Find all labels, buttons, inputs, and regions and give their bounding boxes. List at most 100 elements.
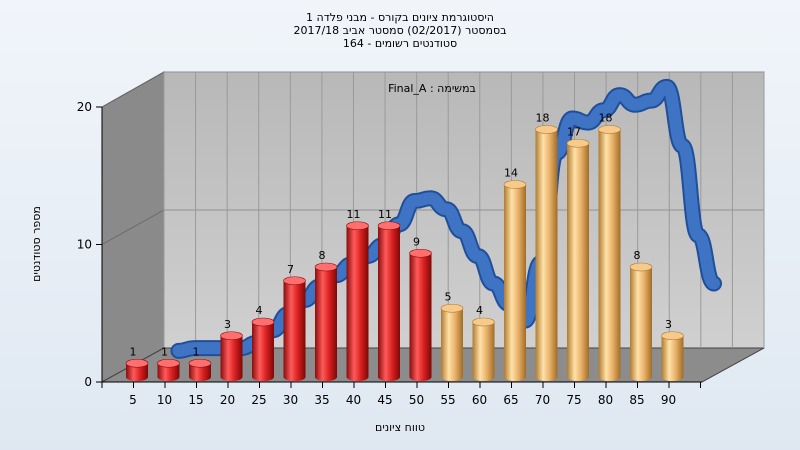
- bar-value-label: 4: [256, 304, 263, 317]
- bar-body: [283, 280, 306, 381]
- bar-value-label: 1: [130, 345, 137, 358]
- bar-value-label: 3: [224, 318, 231, 331]
- bar-value-label: 1: [161, 345, 168, 358]
- bar-value-label: 18: [599, 112, 613, 125]
- bar-value-label: 14: [504, 167, 518, 180]
- bar-body: [567, 143, 589, 381]
- bar-top: [440, 303, 464, 313]
- bar: [157, 358, 180, 381]
- bar: [346, 221, 369, 381]
- bar-top: [188, 358, 212, 368]
- bar-body: [157, 363, 180, 381]
- bar-body: [378, 225, 400, 381]
- x-tick-label: 45: [377, 393, 392, 407]
- bar-body: [661, 335, 684, 381]
- y-tick-label: 20: [77, 100, 92, 114]
- x-tick-label: 50: [409, 393, 424, 407]
- x-tick-label: 40: [346, 393, 361, 407]
- bar: [125, 358, 149, 381]
- bar: [409, 248, 432, 381]
- bar-value-label: 7: [287, 263, 294, 276]
- bar-top: [283, 276, 306, 286]
- x-tick-label: 90: [661, 393, 676, 407]
- bar-top: [314, 262, 338, 272]
- bar-top: [251, 317, 275, 327]
- x-tick-label: 30: [283, 393, 298, 407]
- bar: [629, 262, 653, 381]
- bar-body: [315, 267, 337, 381]
- chart-subtitle-semester: בסמסטר (02/2017) סמסטר אביב 2017/18: [293, 24, 507, 37]
- x-tick-label: 55: [440, 393, 455, 407]
- bars: [125, 125, 684, 381]
- bar-top: [598, 125, 621, 134]
- bar-top: [125, 358, 149, 368]
- bar-top: [566, 138, 590, 148]
- bar-value-label: 8: [634, 249, 641, 262]
- bar: [503, 180, 527, 381]
- x-axis-title: טווח ציונים: [375, 421, 425, 434]
- y-tick-label: 0: [84, 375, 92, 389]
- gridline-side: [101, 71, 165, 108]
- bar-body: [441, 308, 463, 381]
- bar-top: [377, 221, 401, 231]
- bar: [661, 331, 684, 381]
- bar: [314, 262, 338, 381]
- x-tick-label: 15: [188, 393, 203, 407]
- bar-value-label: 1: [193, 345, 200, 358]
- x-tick-label: 10: [157, 393, 172, 407]
- x-tick-label: 35: [314, 393, 329, 407]
- bar-body: [252, 322, 274, 381]
- bar-body: [220, 335, 243, 381]
- bar-value-label: 17: [567, 125, 581, 138]
- bar: [535, 125, 558, 381]
- bar-top: [157, 358, 180, 368]
- x-tick-label: 65: [503, 393, 518, 407]
- bar-top: [661, 331, 684, 341]
- bar-value-label: 5: [445, 290, 452, 303]
- y-axis: 0 10 20: [77, 100, 103, 389]
- bar-value-label: 4: [476, 304, 483, 317]
- x-tick-label: 20: [220, 393, 235, 407]
- bar: [598, 125, 621, 381]
- chart-title: היסטוגרמת ציונים בקורס - מבני פלדה 1: [306, 11, 494, 24]
- x-tick-label: 70: [535, 393, 550, 407]
- bar-body: [472, 322, 495, 381]
- bar-body: [504, 184, 526, 381]
- y-tick-label: 10: [77, 238, 92, 252]
- bar-top: [503, 180, 527, 189]
- bar: [566, 138, 590, 381]
- bar-value-label: 18: [536, 112, 550, 125]
- bar-body: [630, 267, 652, 381]
- x-tick-label: 25: [251, 393, 266, 407]
- gridline-side: [101, 209, 165, 245]
- x-tick-label: 80: [598, 393, 613, 407]
- x-tick-label: 75: [566, 393, 581, 407]
- bar: [472, 317, 495, 381]
- bar-value-label: 11: [347, 208, 361, 221]
- bar-body: [189, 363, 211, 381]
- bar-body: [409, 253, 432, 381]
- x-axis: 5 10 15 20 25 30 35 40 45 50 55 60 65 70 75 80 85 90: [101, 381, 702, 407]
- bar: [220, 331, 243, 381]
- x-tick-label: 85: [629, 393, 644, 407]
- bar-value-label: 11: [378, 208, 392, 221]
- bar: [188, 358, 212, 381]
- bar-body: [126, 363, 148, 381]
- bar-top: [629, 262, 653, 272]
- x-tick-label: 5: [129, 393, 137, 407]
- bar-body: [346, 225, 369, 381]
- bar-top: [346, 221, 369, 231]
- bar-body: [535, 129, 558, 381]
- bar-value-label: 8: [319, 249, 326, 262]
- bar-top: [409, 248, 432, 258]
- bar: [251, 317, 275, 381]
- bar-body: [598, 129, 621, 381]
- bar: [440, 303, 464, 381]
- bar: [283, 276, 306, 381]
- bar-value-label: 3: [665, 318, 672, 331]
- bar-top: [535, 125, 558, 134]
- chart-subtitle-students: 164 - סטודנטים רשומים: [342, 37, 458, 50]
- bar: [377, 221, 401, 381]
